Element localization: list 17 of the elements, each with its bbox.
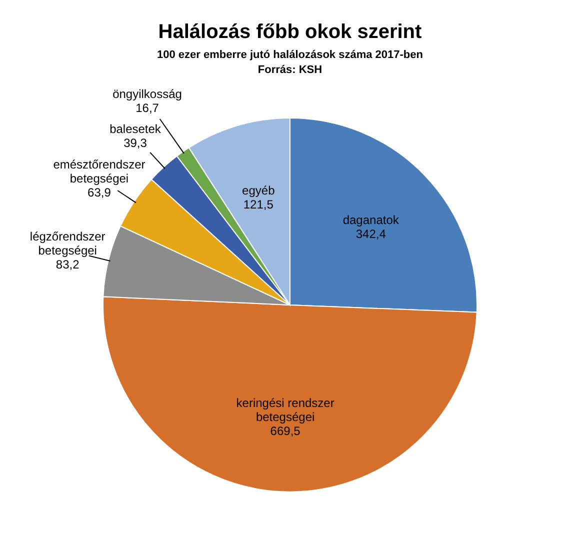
data-label: 669,5: [270, 424, 301, 438]
slice-label: balesetek: [110, 122, 162, 136]
slice-label: daganatok: [342, 213, 400, 228]
slice-label: keringési rendszer betegségei: [236, 396, 334, 424]
slice-label: emésztőrendszer betegségei: [53, 157, 146, 186]
chart-subtitle: 100 ezer emberre jutó halálozások száma 2017-ben: [157, 49, 424, 61]
chart-title: Halálozás főbb okok szerint: [158, 21, 422, 43]
data-label: 342,4: [356, 227, 386, 242]
slice-label: egyéb: [242, 183, 276, 198]
slice-label: öngyilkosság: [112, 86, 182, 101]
slice-label: légzőrendszer betegségei: [30, 229, 106, 258]
data-label: 16,7: [136, 100, 160, 115]
data-label: 83,2: [56, 257, 80, 272]
text: Forrás: KSH: [258, 64, 322, 76]
data-label: 39,3: [124, 136, 148, 150]
data-label: 121,5: [243, 197, 274, 212]
data-label: 63,9: [88, 185, 112, 200]
